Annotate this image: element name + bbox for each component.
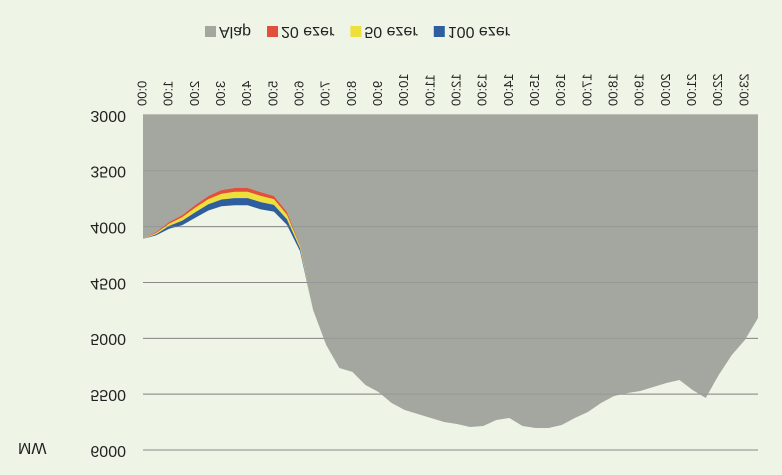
y-tick-label: 3500 [90,163,126,180]
x-tick-label: 0:00 [134,81,149,106]
x-tick-label: 8:00 [344,81,359,106]
y-tick-label: 4500 [90,274,126,291]
area [143,115,758,428]
legend-swatch [350,26,362,37]
x-tick-label: 17:00 [579,73,594,106]
x-tick-label: 12:00 [448,73,463,106]
legend-label: 20 ezer [281,23,335,40]
x-tick-label: 9:00 [370,81,385,106]
x-tick-label: 11:00 [422,74,437,106]
x-tick-label: 1:00 [161,81,176,106]
legend: Alap 20 ezer 50 ezer 100 ezer [205,23,511,40]
legend-swatch [267,26,279,37]
legend-swatch [433,26,445,37]
y-tick-label: 4000 [90,218,126,235]
x-tick-label: 19:00 [632,73,647,106]
x-tick-label: 22:00 [710,73,725,106]
x-tick-label: 15:00 [527,73,542,106]
x-tick-label: 4:00 [239,81,254,106]
x-tick-label: 6:00 [291,81,306,106]
x-tick-label: 2:00 [187,81,202,106]
legend-label: Alap [219,23,251,40]
y-tick-label: 6000 [90,442,126,459]
legend-swatch [205,26,216,37]
x-tick-label: 21:00 [684,73,699,106]
x-tick-label: 3:00 [213,81,228,106]
y-tick-label: 5000 [90,330,126,347]
x-tick-label: 18:00 [606,73,621,106]
x-tick-label: 16:00 [553,73,568,106]
y-tick-label: 3000 [90,107,126,124]
x-tick-label: 5:00 [265,81,280,106]
x-tick-label: 13:00 [475,73,490,106]
y-tick-label: 5500 [90,386,126,403]
x-tick-label: 14:00 [501,73,516,106]
x-tick-label: 7:00 [318,81,333,106]
legend-label: 50 ezer [364,23,418,40]
y-axis-label: MW [18,439,47,456]
x-tick-label: 10:00 [396,73,411,106]
legend-label: 100 ezer [448,23,511,40]
x-tick-label: 23:00 [736,73,751,106]
x-tick-label: 20:00 [658,73,673,106]
